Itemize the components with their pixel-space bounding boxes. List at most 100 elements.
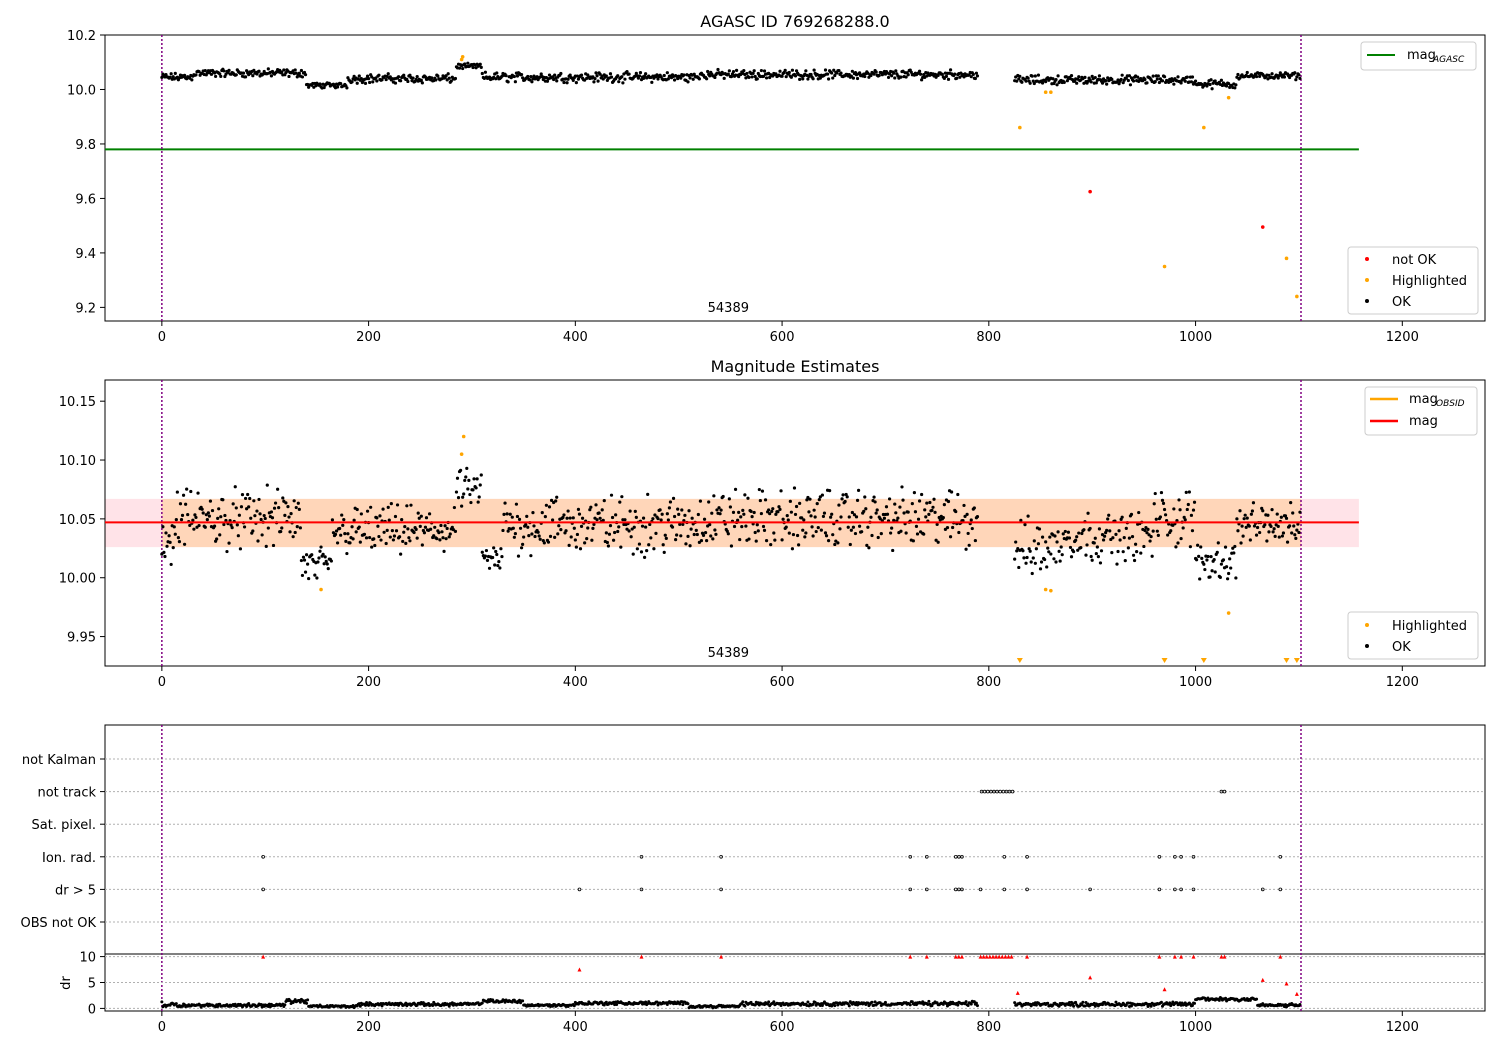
ok-point [788, 499, 792, 503]
ok-point [1218, 575, 1222, 580]
ok-point [614, 513, 618, 517]
ok-point [243, 496, 248, 501]
ok-point [496, 563, 500, 568]
ok-point [1077, 75, 1081, 79]
ok-point [386, 505, 390, 509]
ok-point [851, 525, 856, 529]
flag-point [1002, 887, 1007, 892]
ok-point [297, 507, 301, 511]
ok-point [368, 80, 372, 85]
ok-point [742, 512, 746, 516]
ok-point [830, 71, 834, 75]
ok-point [212, 524, 217, 528]
ok-point [609, 75, 614, 79]
ok-point [1254, 74, 1259, 79]
ok-point [370, 545, 374, 549]
ok-point [1068, 545, 1073, 550]
dr-not-ok-point [1088, 975, 1093, 980]
dr-not-ok-point [1219, 954, 1224, 959]
ok-point [892, 71, 896, 75]
dr-ok-point [1159, 1000, 1163, 1004]
flag-point [1278, 887, 1283, 892]
ok-point [740, 525, 744, 529]
ok-point [185, 487, 189, 491]
ok-point [531, 511, 535, 515]
ok-point [1250, 509, 1255, 513]
ok-point [530, 532, 534, 536]
ok-point [359, 512, 363, 516]
ok-point [407, 536, 411, 540]
flag-point [908, 854, 913, 859]
ok-point [954, 509, 958, 514]
ok-point [718, 512, 722, 516]
ok-point [1275, 512, 1279, 516]
ok-point [480, 550, 484, 554]
ok-point [909, 70, 913, 74]
ok-point [786, 518, 790, 522]
ok-point [262, 513, 266, 518]
ok-point [182, 73, 187, 77]
ok-point [794, 504, 799, 509]
highlighted-point [1162, 264, 1167, 269]
legend-label: Highlighted [1392, 274, 1467, 289]
legend-label: not OK [1392, 253, 1437, 268]
ok-point [899, 529, 903, 533]
ok-point [900, 485, 904, 489]
dr-ok-point [806, 1000, 810, 1004]
ok-point [792, 486, 797, 490]
flag-point [1191, 854, 1196, 859]
ok-point [1196, 543, 1200, 547]
ok-point [733, 487, 738, 491]
ok-point [224, 72, 228, 76]
ok-point [190, 78, 194, 82]
ok-point [432, 534, 436, 538]
x-tick-label: 0 [158, 1020, 166, 1035]
ok-point [506, 529, 510, 533]
ok-point [794, 69, 799, 73]
ok-point [845, 495, 849, 499]
ok-point [252, 68, 256, 73]
ok-point [713, 528, 717, 532]
ok-point [1273, 534, 1277, 539]
ok-point [663, 533, 667, 537]
y-tick-label: 10.15 [59, 395, 96, 410]
ok-point [808, 497, 812, 501]
ok-point [1030, 571, 1034, 576]
ok-point [793, 512, 798, 517]
ok-point [475, 477, 479, 481]
y-tick-label: 9.2 [75, 301, 96, 316]
ok-point [443, 524, 447, 528]
ok-point [752, 69, 756, 73]
ok-point [1101, 538, 1106, 542]
ok-point [1176, 541, 1180, 545]
ok-point [1146, 527, 1150, 531]
ok-point [1114, 532, 1118, 536]
ok-point [532, 74, 536, 78]
ok-point [852, 513, 857, 517]
legend-marker [1365, 299, 1369, 303]
ok-point [719, 508, 723, 512]
ok-point [1082, 528, 1086, 532]
ok-point [1166, 533, 1170, 537]
ok-point [1155, 529, 1159, 533]
ok-point [233, 485, 237, 489]
ok-point [672, 78, 677, 82]
ok-point [477, 495, 481, 499]
ok-point [471, 65, 475, 70]
flag-point [1278, 854, 1283, 859]
ok-point [1190, 529, 1195, 533]
ok-point [380, 78, 384, 82]
ok-point [894, 69, 898, 73]
ok-point [368, 535, 372, 540]
ok-point [682, 73, 686, 77]
ok-point [478, 483, 482, 487]
ok-point [779, 489, 783, 493]
ok-point [1238, 509, 1242, 513]
ok-point [807, 510, 811, 514]
ok-point [722, 76, 726, 80]
ok-point [891, 548, 895, 553]
ok-point [227, 68, 231, 72]
ok-point [181, 493, 186, 497]
ok-point [1179, 81, 1183, 85]
legend-label: OK [1392, 295, 1411, 310]
